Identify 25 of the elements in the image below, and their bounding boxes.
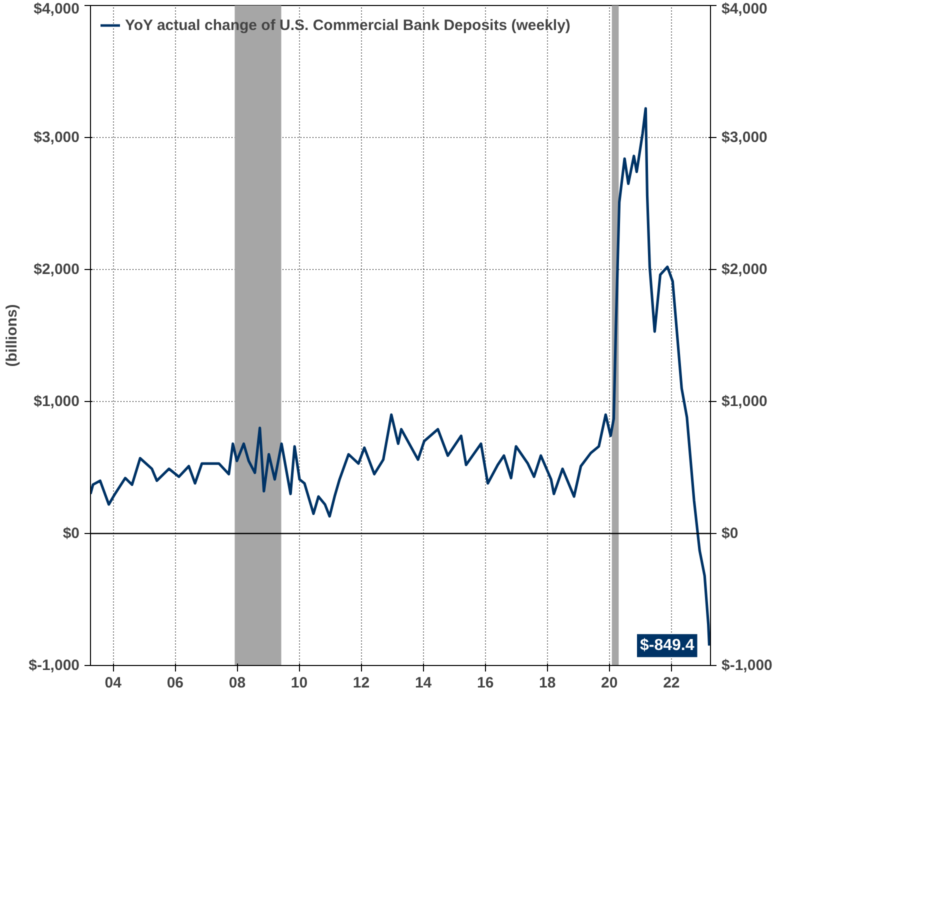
y-tick-label: $2,000	[34, 261, 80, 278]
y-tick-label: $1,000	[34, 393, 80, 410]
x-tick-label: 08	[228, 674, 246, 692]
annotation: $-849.4	[640, 637, 694, 654]
y-tick-label: $3,000	[34, 129, 80, 146]
y2-tick-label: $3,000	[722, 129, 768, 146]
x-tick-label: 06	[166, 674, 184, 692]
x-tick-label: 18	[539, 674, 556, 692]
x-tick-label: 20	[601, 674, 618, 692]
x-tick-label: 16	[476, 674, 494, 692]
y2-tick-label: $0	[722, 525, 738, 542]
x-tick-label: 22	[663, 674, 680, 692]
y2-tick-label: $2,000	[722, 261, 768, 278]
y2-tick-label: $-1,000	[722, 657, 772, 674]
x-tick-label: 12	[352, 674, 370, 692]
y2-tick-label: $4,000	[722, 0, 768, 18]
y2-tick-label: $1,000	[722, 393, 768, 410]
legend-label: YoY actual change of U.S. Commercial Bank Deposits (weekly)	[125, 16, 570, 34]
x-tick-label: 04	[104, 674, 122, 692]
x-tick-label: 14	[414, 674, 432, 692]
y-tick-label: $4,000	[34, 0, 80, 18]
y-tick-label: $-1,000	[28, 657, 80, 674]
x-tick-label: 10	[290, 674, 308, 692]
y-tick-label: $0	[62, 525, 80, 542]
y-axis-title: (billions)	[4, 304, 21, 367]
